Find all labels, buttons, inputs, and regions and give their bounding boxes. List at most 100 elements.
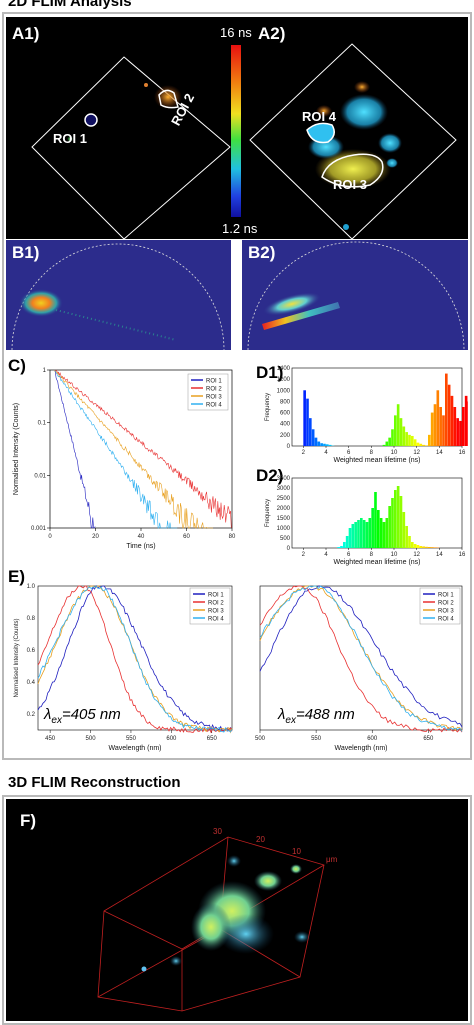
spectrum-series-2	[259, 585, 463, 733]
roi-3-label: ROI 3	[333, 177, 367, 192]
volume-tick-20: 20	[256, 835, 265, 844]
roi-1-label: ROI 1	[53, 131, 87, 146]
spectrum-series-1	[37, 585, 233, 732]
histogram-bar	[362, 520, 366, 548]
colorbar-max-label: 16 ns	[220, 25, 252, 40]
histogram-bar	[326, 444, 329, 446]
x-tick-label: 4	[324, 552, 328, 558]
panel-label-a2: A2)	[258, 24, 286, 43]
phasor-b1: B1)	[6, 240, 231, 350]
legend-entry: ROI 3	[208, 609, 224, 615]
volume-tick-10: 10	[292, 847, 301, 856]
histogram-bar	[323, 443, 326, 446]
x-tick-label: 60	[183, 534, 190, 540]
y-tick-label: 0.4	[27, 680, 36, 686]
x-tick-label: 10	[391, 552, 398, 558]
y-tick-label: 1400	[277, 366, 291, 372]
histogram-bar	[408, 434, 411, 446]
x-tick-label: 12	[413, 450, 420, 456]
a2-image	[249, 43, 457, 239]
histogram-bar	[433, 404, 437, 446]
chart-d2-histogram: 2 4 6 8 10 12 14 16 0 500 1000 1500 2000 2500 3000 3500…	[265, 476, 466, 566]
y-tick-label: 0.8	[27, 616, 36, 622]
x-tick-label: 4	[324, 450, 328, 456]
histogram-bar	[425, 546, 428, 548]
y-tick-label: 0.001	[31, 526, 47, 532]
histogram-bar	[388, 506, 391, 548]
histogram-bar	[445, 373, 448, 446]
x-axis-label: Wavelength (nm)	[334, 745, 387, 752]
x-tick-label: 14	[436, 552, 443, 558]
legend-entry: ROI 4	[206, 403, 222, 409]
section-title-2d: 2D FLIM Analysis	[8, 0, 132, 10]
y-axis-label: Frequency	[265, 393, 271, 421]
roi-4-label: ROI 4	[302, 109, 336, 124]
histogram-bar	[456, 418, 459, 446]
histogram-bar	[439, 407, 442, 446]
x-tick-label: 0	[48, 534, 52, 540]
phasor-b2: B2)	[242, 240, 468, 350]
x-tick-label: 8	[370, 552, 374, 558]
x-tick-label: 20	[92, 534, 99, 540]
histogram-bar	[351, 524, 355, 548]
y-tick-label: 1000	[277, 388, 291, 394]
x-axis-label: Wavelength (nm)	[108, 745, 161, 752]
y-tick-label: 1	[43, 368, 47, 374]
x-tick-label: 8	[370, 450, 374, 456]
x-tick-label: 500	[86, 736, 97, 742]
y-axis-label: Normalised Intensity (Counts)	[14, 618, 20, 697]
y-tick-label: 600	[280, 411, 291, 417]
panel-a: A1) A2) 16 ns 1.2 ns ROI 1 ROI 2 ROI 4 R…	[6, 17, 468, 239]
histogram-bar	[385, 518, 389, 548]
histogram-bar	[345, 536, 349, 548]
histogram-bar	[422, 444, 425, 446]
spectrum-series-4	[259, 585, 463, 732]
y-axis-label: Frequency	[265, 499, 271, 527]
histogram-bar	[320, 443, 323, 446]
excitation-label-488: λex=488 nm	[278, 706, 355, 726]
histogram-bar	[394, 490, 397, 548]
spectrum-series-4	[37, 585, 233, 733]
histogram-bar	[464, 395, 468, 446]
legend-entry: ROI 1	[206, 379, 222, 385]
volume-render: F) 30 20 10 μm	[6, 799, 468, 1021]
x-tick-label: 80	[229, 534, 236, 540]
x-tick-label: 450	[45, 736, 56, 742]
histogram-bar	[391, 498, 394, 548]
excitation-label-405: λex=405 nm	[44, 706, 121, 726]
y-tick-label: 2500	[277, 496, 291, 502]
y-tick-label: 200	[280, 433, 291, 439]
x-tick-label: 650	[207, 736, 218, 742]
panel-label-d1: D1)	[256, 363, 284, 382]
histogram-bar	[447, 384, 451, 446]
y-tick-label: 0.01	[34, 473, 46, 479]
decay-series-2	[54, 369, 232, 529]
analysis-frame	[2, 12, 472, 760]
y-tick-label: 0.6	[27, 648, 36, 654]
panel-label-e: E)	[8, 567, 25, 586]
histogram-bar	[402, 426, 406, 446]
a1-image	[31, 56, 231, 239]
histogram-bar	[436, 390, 440, 446]
histogram-bar	[377, 510, 380, 548]
y-tick-label: 0.1	[38, 421, 47, 427]
histogram-bar	[391, 429, 394, 446]
chart-e1-spectra: 450 500 550 600 650 0.2 0.4 0.6 0.8 1.0 Wavelength…	[14, 584, 233, 752]
x-tick-label: 12	[413, 552, 420, 558]
histogram-bar	[314, 437, 318, 446]
panel-label-f: F)	[20, 811, 37, 830]
spectrum-series-3	[37, 585, 233, 734]
x-axis-label: Weighted mean lifetime (ns)	[333, 457, 420, 464]
x-tick-label: 550	[311, 736, 322, 742]
x-tick-label: 2	[302, 552, 306, 558]
histogram-bar	[382, 522, 386, 548]
panel-label-c: C)	[8, 356, 26, 375]
histogram-bar	[394, 415, 397, 446]
legend-entry: ROI 3	[438, 609, 454, 615]
x-tick-label: 500	[255, 736, 266, 742]
histogram-bar	[385, 441, 389, 446]
flim-images	[31, 43, 457, 239]
histogram-bar	[408, 536, 411, 548]
legend-entry: ROI 3	[206, 395, 222, 401]
y-tick-label: 1.0	[27, 584, 36, 590]
